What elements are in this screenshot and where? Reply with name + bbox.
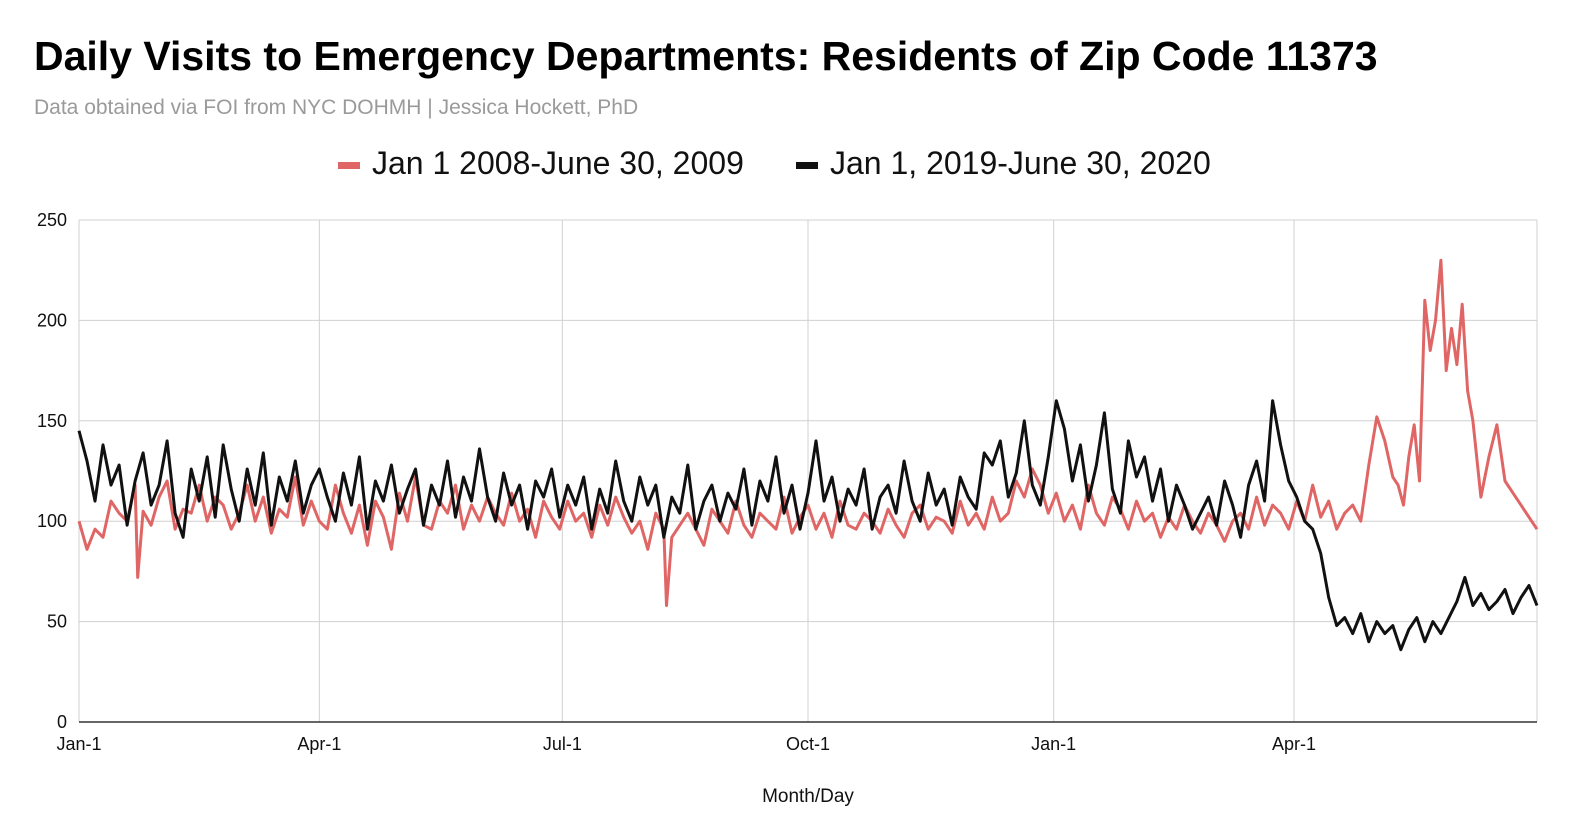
x-tick-label: Apr-1: [1272, 734, 1316, 754]
series-line-1: [77, 258, 1539, 607]
x-tick-label: Apr-1: [297, 734, 341, 754]
x-tick-label: Oct-1: [786, 734, 830, 754]
y-tick-label: 250: [37, 210, 67, 230]
x-tick-label: Jan-1: [1031, 734, 1076, 754]
legend-swatch-series-2: [796, 162, 818, 169]
x-tick-label: Jul-1: [543, 734, 582, 754]
x-axis-title: Month/Day: [762, 786, 854, 807]
y-tick-label: 200: [37, 310, 67, 330]
chart-title: Daily Visits to Emergency Departments: R…: [34, 33, 1378, 79]
gridlines: [78, 219, 1538, 723]
legend-label-series-2: Jan 1, 2019-June 30, 2020: [830, 145, 1211, 181]
y-axis-ticks: 0 50 100 150 200 250: [37, 210, 67, 732]
legend-label-series-1: Jan 1 2008-June 30, 2009: [372, 145, 744, 181]
series-layer: [77, 258, 1539, 652]
y-tick-label: 100: [37, 511, 67, 531]
x-axis-ticks: Jan-1 Apr-1 Jul-1 Oct-1 Jan-1 Apr-1: [56, 734, 1316, 754]
legend-swatch-series-1: [338, 162, 360, 169]
x-tick-label: Jan-1: [56, 734, 101, 754]
y-tick-label: 50: [47, 612, 67, 632]
legend: Jan 1 2008-June 30, 2009 Jan 1, 2019-Jun…: [338, 145, 1211, 181]
y-tick-label: 150: [37, 411, 67, 431]
y-tick-label: 0: [57, 712, 67, 732]
series-line-2: [77, 399, 1539, 652]
chart-subtitle: Data obtained via FOI from NYC DOHMH | J…: [34, 96, 638, 119]
